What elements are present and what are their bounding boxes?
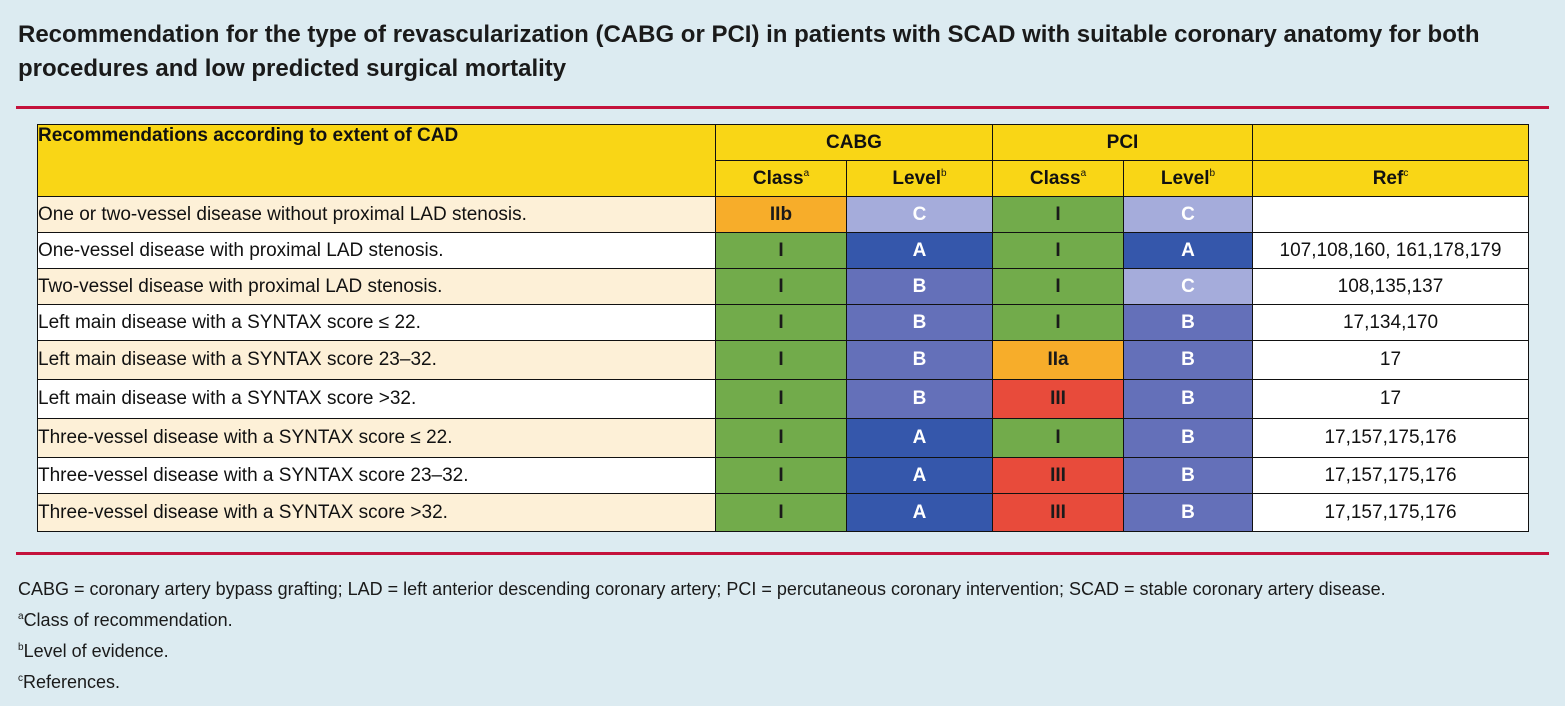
pci-class-cell: III: [992, 379, 1124, 419]
corner-header: Recommendations according to extent of C…: [37, 124, 716, 197]
cabg-class-cell: I: [715, 268, 847, 305]
table-row: Left main disease with a SYNTAX score >3…: [37, 379, 1529, 419]
table-row: One-vessel disease with proximal LAD ste…: [37, 232, 1529, 269]
pci-level-cell: C: [1123, 268, 1253, 305]
table-row: Left main disease with a SYNTAX score 23…: [37, 340, 1529, 380]
ref-cell: 107,108,160, 161,178,179: [1252, 232, 1529, 269]
ref-cell: 17: [1252, 340, 1529, 380]
pci-class-cell: I: [992, 418, 1124, 458]
pci-level-cell: B: [1123, 340, 1253, 380]
cabg-level-cell: A: [846, 418, 993, 458]
ref-header: Refc: [1252, 160, 1529, 197]
cabg-class-cell: I: [715, 457, 847, 494]
cabg-level-cell: B: [846, 304, 993, 341]
footnote-a: aClass of recommendation.: [18, 610, 233, 630]
ref-cell: 108,135,137: [1252, 268, 1529, 305]
row-label: One-vessel disease with proximal LAD ste…: [37, 232, 716, 269]
pci-group-header: PCI: [992, 124, 1253, 161]
cabg-class-cell: I: [715, 418, 847, 458]
recommendation-table: Recommendations according to extent of C…: [37, 124, 1529, 532]
pci-class-cell: III: [992, 457, 1124, 494]
cabg-level-cell: B: [846, 379, 993, 419]
row-label: Two-vessel disease with proximal LAD ste…: [37, 268, 716, 305]
pci-level-cell: B: [1123, 457, 1253, 494]
cabg-group-header: CABG: [715, 124, 993, 161]
pci-level-header: Levelb: [1123, 160, 1253, 197]
footnotes: CABG = coronary artery bypass grafting; …: [18, 575, 1386, 696]
table-row: Left main disease with a SYNTAX score ≤ …: [37, 304, 1529, 341]
ref-group-header: [1252, 124, 1529, 161]
cabg-class-cell: I: [715, 493, 847, 532]
pci-class-cell: III: [992, 493, 1124, 532]
pci-level-cell: A: [1123, 232, 1253, 269]
cabg-level-cell: A: [846, 493, 993, 532]
row-label: Three-vessel disease with a SYNTAX score…: [37, 493, 716, 532]
row-label: Left main disease with a SYNTAX score >3…: [37, 379, 716, 419]
cabg-class-cell: I: [715, 379, 847, 419]
cabg-level-cell: C: [846, 196, 993, 233]
bottom-divider: [16, 552, 1549, 555]
pci-class-cell: I: [992, 304, 1124, 341]
pci-level-cell: B: [1123, 493, 1253, 532]
cabg-class-cell: I: [715, 340, 847, 380]
ref-cell: 17,157,175,176: [1252, 418, 1529, 458]
table-row: Three-vessel disease with a SYNTAX score…: [37, 418, 1529, 458]
pci-class-header: Classa: [992, 160, 1124, 197]
table-title: Recommendation for the type of revascula…: [18, 21, 1480, 82]
row-label: Three-vessel disease with a SYNTAX score…: [37, 457, 716, 494]
table-row: Three-vessel disease with a SYNTAX score…: [37, 493, 1529, 532]
cabg-level-cell: A: [846, 232, 993, 269]
cabg-level-cell: B: [846, 340, 993, 380]
row-label: Left main disease with a SYNTAX score ≤ …: [37, 304, 716, 341]
row-label: Left main disease with a SYNTAX score 23…: [37, 340, 716, 380]
cabg-level-header: Levelb: [846, 160, 993, 197]
ref-cell: 17: [1252, 379, 1529, 419]
abbreviations-note: CABG = coronary artery bypass grafting; …: [18, 579, 1386, 599]
pci-level-cell: B: [1123, 379, 1253, 419]
ref-cell: 17,157,175,176: [1252, 457, 1529, 494]
pci-level-cell: C: [1123, 196, 1253, 233]
footnote-b: bLevel of evidence.: [18, 641, 169, 661]
ref-cell: [1252, 196, 1529, 233]
cabg-class-cell: IIb: [715, 196, 847, 233]
top-divider: [16, 106, 1549, 109]
row-label: Three-vessel disease with a SYNTAX score…: [37, 418, 716, 458]
cabg-class-cell: I: [715, 232, 847, 269]
pci-level-cell: B: [1123, 418, 1253, 458]
row-label: One or two-vessel disease without proxim…: [37, 196, 716, 233]
cabg-level-cell: B: [846, 268, 993, 305]
cabg-level-cell: A: [846, 457, 993, 494]
ref-cell: 17,134,170: [1252, 304, 1529, 341]
pci-level-cell: B: [1123, 304, 1253, 341]
pci-class-cell: I: [992, 196, 1124, 233]
cabg-class-header: Classa: [715, 160, 847, 197]
footnote-c: cReferences.: [18, 672, 121, 692]
pci-class-cell: IIa: [992, 340, 1124, 380]
ref-cell: 17,157,175,176: [1252, 493, 1529, 532]
table-row: Two-vessel disease with proximal LAD ste…: [37, 268, 1529, 305]
cabg-class-cell: I: [715, 304, 847, 341]
pci-class-cell: I: [992, 232, 1124, 269]
table-row: Three-vessel disease with a SYNTAX score…: [37, 457, 1529, 494]
pci-class-cell: I: [992, 268, 1124, 305]
table-row: One or two-vessel disease without proxim…: [37, 196, 1529, 233]
